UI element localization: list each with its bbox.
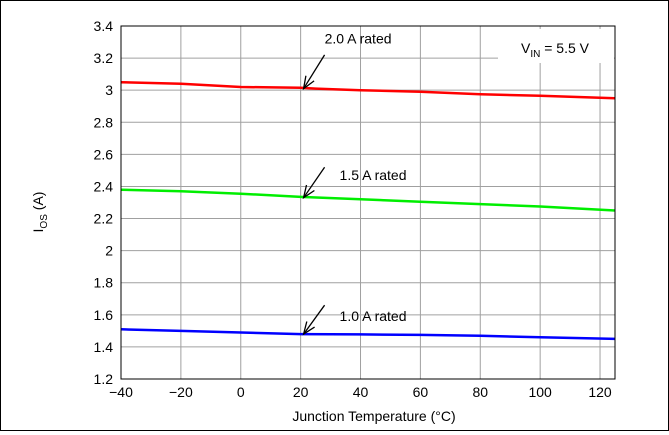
x-tick-label: −40 bbox=[109, 384, 133, 400]
annotation-arrow-head bbox=[302, 321, 315, 336]
series-line-1-5-a-rated bbox=[120, 188, 616, 212]
vin-subscript: IN bbox=[530, 49, 540, 60]
annotation-label: 2.0 A rated bbox=[325, 31, 392, 47]
legend-box: VIN = 5.5 V bbox=[498, 29, 614, 63]
series-lines bbox=[120, 80, 616, 341]
plot-area-border bbox=[120, 25, 616, 380]
y-label-rest: (A) bbox=[30, 192, 46, 215]
y-tick-label: 2.4 bbox=[94, 178, 114, 194]
annotation: 2.0 A rated bbox=[302, 31, 392, 91]
x-tick-label: 40 bbox=[353, 384, 369, 400]
vin-rest: = 5.5 V bbox=[540, 40, 589, 56]
y-axis-label: IOS (A) bbox=[30, 192, 50, 233]
x-tick-label: 100 bbox=[528, 384, 552, 400]
x-tick-label: 0 bbox=[237, 384, 245, 400]
y-tick-label: 1.8 bbox=[94, 275, 114, 291]
y-tick-label: 1.4 bbox=[94, 339, 114, 355]
annotation-label: 1.5 A rated bbox=[340, 167, 407, 183]
annotation-arrow-head bbox=[302, 75, 315, 91]
x-tick-label: 120 bbox=[588, 384, 612, 400]
y-label-main: I bbox=[30, 229, 46, 233]
annotation: 1.0 A rated bbox=[302, 304, 407, 336]
y-tick-label: 2.8 bbox=[94, 114, 114, 130]
series-line-2-0-a-rated bbox=[120, 80, 616, 100]
annotation: 1.5 A rated bbox=[302, 166, 407, 200]
series-line-1-0-a-rated bbox=[120, 328, 616, 341]
legend-background bbox=[498, 29, 614, 63]
annotation-arrow-shaft bbox=[303, 304, 326, 335]
x-tick-label: −20 bbox=[169, 384, 193, 400]
y-tick-label: 3.2 bbox=[94, 50, 114, 66]
x-tick-label: 60 bbox=[413, 384, 429, 400]
y-tick-label: 1.2 bbox=[94, 371, 114, 387]
x-tick-label: 20 bbox=[293, 384, 309, 400]
y-label-subscript: OS bbox=[39, 214, 50, 229]
y-tick-label: 1.6 bbox=[94, 307, 114, 323]
annotation-arrow-shaft bbox=[303, 166, 326, 199]
y-tick-label: 2 bbox=[105, 243, 113, 259]
vin-condition-label: VIN = 5.5 V bbox=[521, 40, 590, 60]
annotation-label: 1.0 A rated bbox=[340, 308, 407, 324]
y-tick-label: 2.2 bbox=[94, 211, 114, 227]
vin-main: V bbox=[521, 40, 531, 56]
y-tick-label: 3.4 bbox=[94, 18, 114, 34]
tick-labels: −40 −20 0 20 40 60 80 100 120 1.2 1.4 1.6 1.8 2 2.2 2.4… bbox=[94, 18, 612, 400]
y-tick-label: 3 bbox=[105, 82, 113, 98]
annotation-arrow-head bbox=[302, 184, 315, 200]
x-axis-label: Junction Temperature (°C) bbox=[292, 408, 455, 424]
x-tick-label: 80 bbox=[472, 384, 488, 400]
annotation-arrow-shaft bbox=[303, 54, 326, 89]
annotations: 2.0 A rated 1.5 A rated 1.0 A rated bbox=[302, 31, 407, 336]
grid bbox=[120, 25, 615, 380]
y-tick-label: 2.6 bbox=[94, 146, 114, 162]
